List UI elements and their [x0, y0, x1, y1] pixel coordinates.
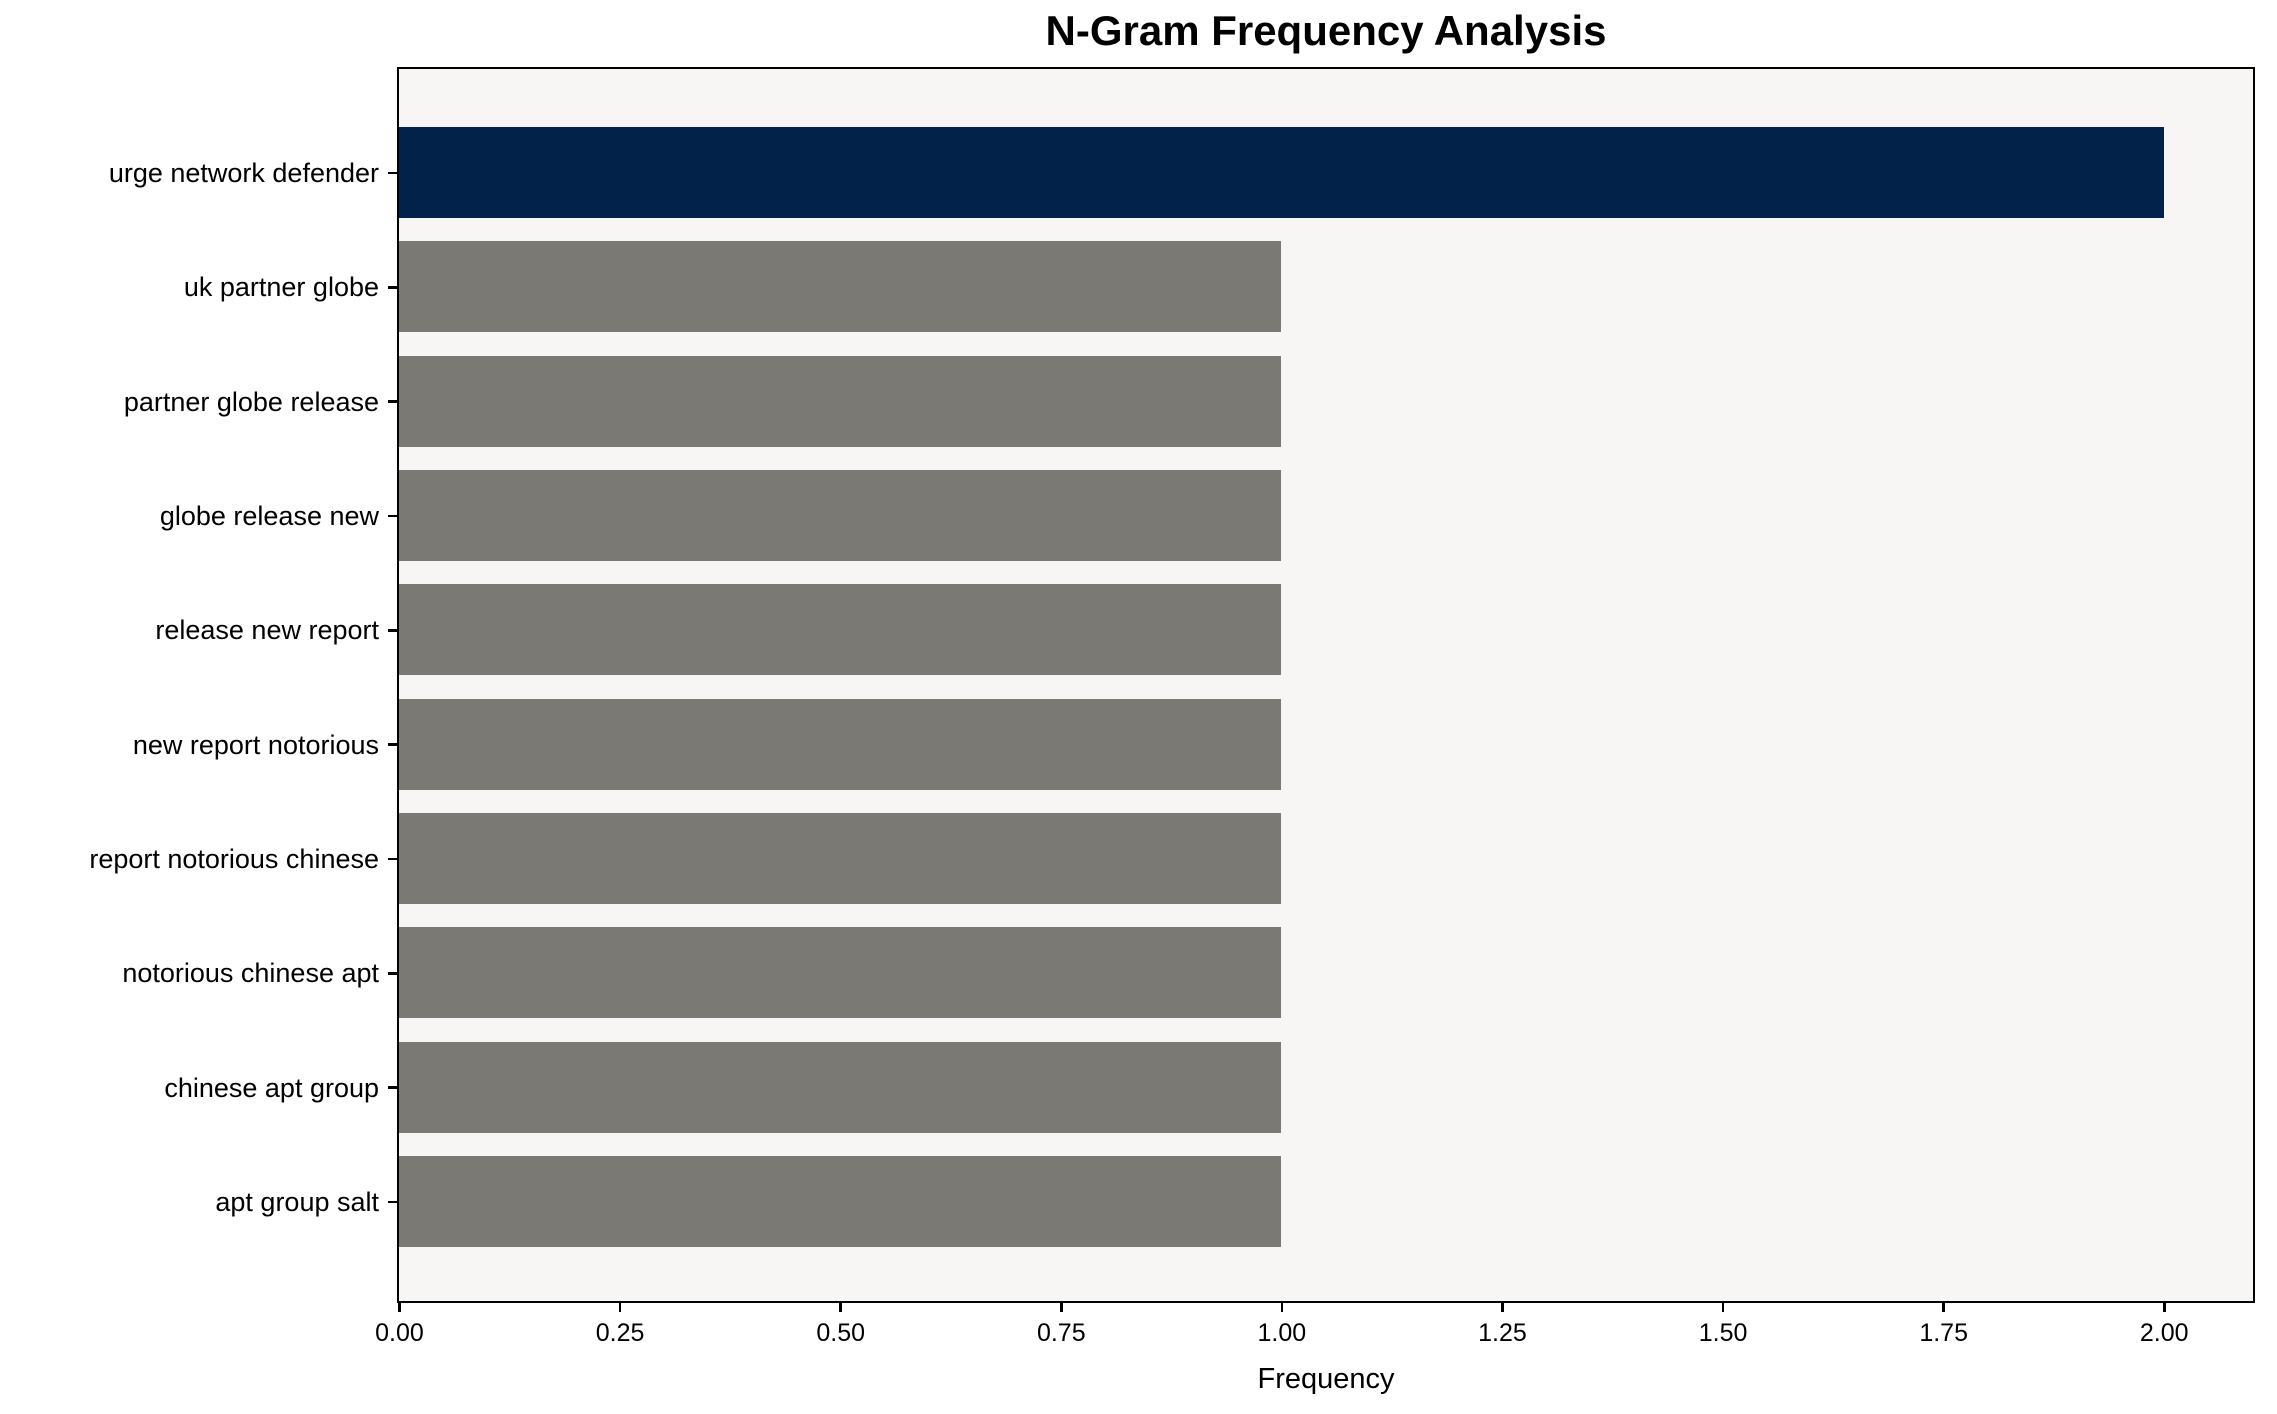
y-axis-tick-mark [388, 972, 397, 975]
y-axis-category-label: notorious chinese apt [122, 958, 379, 989]
x-axis-tick-label: 1.50 [1698, 1319, 1748, 1347]
y-axis-category-label: apt group salt [215, 1186, 379, 1217]
y-axis-category-label: release new report [155, 615, 379, 646]
y-axis-category-label: uk partner globe [183, 272, 379, 303]
bar [399, 812, 1282, 904]
y-axis-tick-mark [388, 286, 397, 289]
y-axis-category-label: partner globe release [123, 386, 379, 417]
y-axis-tick-mark [388, 171, 397, 175]
bar [399, 127, 2164, 218]
chart-title: N-Gram Frequency Analysis [1045, 7, 1607, 54]
x-axis-tick-label: 0.00 [375, 1319, 424, 1347]
bar [399, 469, 1282, 561]
bar [399, 355, 1282, 447]
x-axis-tick-label: 1.75 [1919, 1319, 1968, 1347]
x-axis-tick-mark [1721, 1303, 1725, 1312]
x-axis-tick-mark [839, 1303, 842, 1312]
bar [399, 241, 1282, 333]
y-axis-tick-mark [388, 857, 397, 861]
bar [399, 1155, 1282, 1247]
y-axis-tick-mark [388, 514, 397, 518]
y-axis-tick-mark [388, 629, 397, 632]
plot-area [397, 67, 2255, 1303]
x-axis-tick-label: 0.50 [816, 1319, 866, 1347]
y-axis-tick-mark [388, 743, 397, 746]
y-axis-category-label: new report notorious [132, 729, 379, 760]
x-axis-tick-mark [618, 1303, 622, 1312]
x-axis-tick-mark [398, 1303, 401, 1312]
y-axis-category-label: chinese apt group [164, 1072, 379, 1103]
x-axis-tick-label: 2.00 [2139, 1319, 2189, 1347]
bar [399, 1041, 1282, 1133]
bar [399, 698, 1282, 790]
y-axis-category-label: report notorious chinese [89, 843, 379, 874]
bar [399, 584, 1282, 676]
x-axis-tick-mark [1280, 1303, 1284, 1312]
y-axis-category-label: urge network defender [108, 158, 379, 188]
x-axis-tick-mark [1060, 1303, 1063, 1312]
x-axis-tick-mark [1942, 1303, 1945, 1312]
bar [399, 927, 1282, 1019]
x-axis-tick-label: 0.75 [1036, 1319, 1086, 1347]
x-axis-label: Frequency [1257, 1363, 1395, 1395]
y-axis-category-label: globe release new [159, 500, 379, 531]
x-axis-tick-label: 0.25 [595, 1319, 645, 1347]
y-axis-tick-mark [388, 1200, 397, 1204]
x-axis-tick-label: 1.00 [1257, 1319, 1307, 1347]
y-axis-tick-mark [388, 400, 397, 403]
x-axis-tick-mark [2163, 1303, 2166, 1312]
x-axis-tick-mark [1501, 1303, 1504, 1312]
y-axis-tick-mark [388, 1086, 397, 1089]
x-axis-tick-label: 1.25 [1478, 1319, 1527, 1347]
